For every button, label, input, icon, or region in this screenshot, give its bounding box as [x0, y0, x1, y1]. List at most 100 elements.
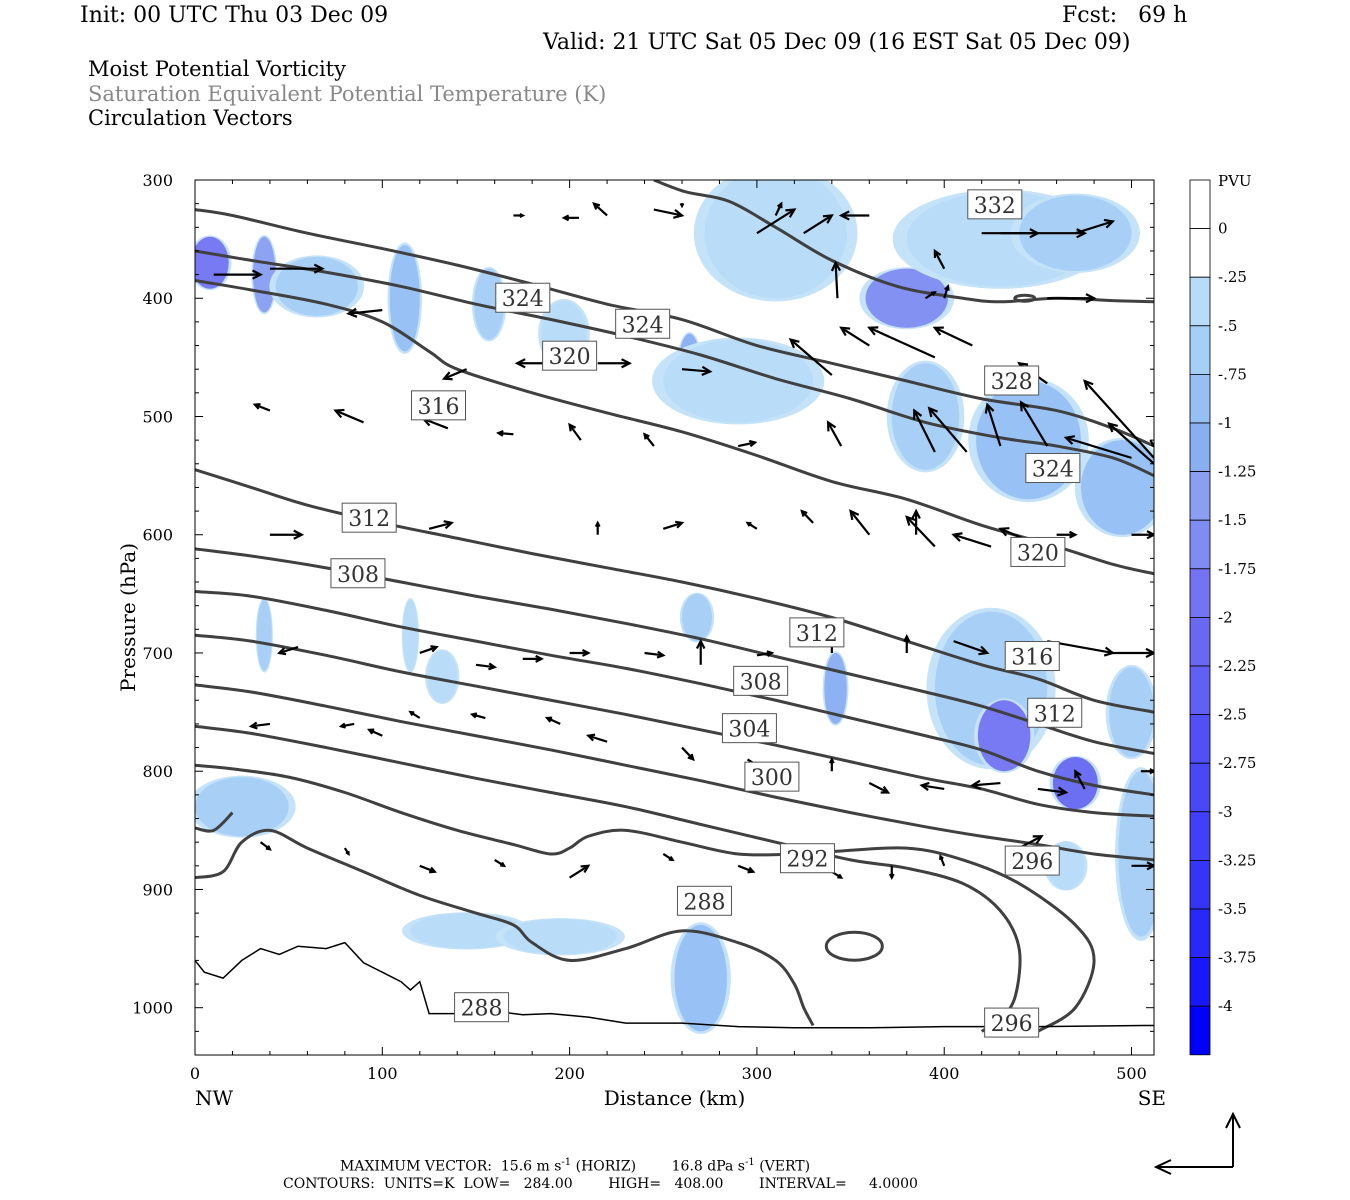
vector-arrowhead	[695, 638, 706, 650]
theta-contour-288b	[195, 811, 234, 833]
colorbar-cell	[1189, 471, 1211, 521]
colorbar-cell	[1189, 1005, 1211, 1056]
circulation-vector	[801, 510, 814, 524]
circulation-vector	[756, 651, 773, 657]
ref-vector-horizontal-head	[1153, 1159, 1172, 1175]
vector-arrowhead	[788, 338, 800, 349]
vector-arrowhead	[776, 201, 783, 209]
colorbar-level-label: -2.75	[1218, 754, 1256, 772]
theta-contour-316	[195, 468, 1154, 714]
colorbar-level-label: -1.75	[1218, 560, 1256, 578]
contour-label-box	[721, 713, 777, 744]
y-tick-label: 400	[142, 289, 173, 308]
colorbar-cell	[1189, 276, 1211, 327]
contour-label: 288	[683, 890, 725, 915]
vector-arrowhead	[984, 402, 995, 414]
theta-contour-308	[195, 589, 1154, 797]
theta-contour-300	[195, 683, 1154, 862]
circulation-vector	[569, 864, 589, 879]
vector-arrowhead	[656, 650, 666, 659]
contour-label-box	[984, 365, 1040, 396]
contour-label-box	[1010, 536, 1066, 567]
pv-shade-3	[389, 245, 420, 352]
circulation-vector	[868, 326, 936, 359]
vector-arrowhead	[880, 785, 891, 794]
contour-label-box	[789, 617, 845, 648]
vector-arrowhead	[1103, 218, 1116, 229]
vector-arrowhead	[679, 202, 685, 209]
colorbar-cell	[1189, 228, 1211, 278]
contour-label-box	[1025, 453, 1081, 484]
circulation-vector	[335, 409, 365, 424]
colorbar-level-label: -.75	[1218, 365, 1247, 383]
y-axis-label: Pressure (hPa)	[116, 543, 140, 692]
field-circulation: Circulation Vectors	[88, 106, 293, 130]
vector-arrowhead	[568, 422, 577, 432]
contour-label: 328	[991, 370, 1033, 395]
circulation-vector	[1108, 422, 1154, 465]
contour-label: 332	[974, 194, 1016, 219]
circulation-vector	[475, 663, 495, 669]
vector-arrowhead	[998, 527, 1010, 537]
x-axis-label: Distance (km)	[604, 1086, 746, 1110]
circulation-vector	[498, 431, 514, 436]
circulation-vector	[737, 441, 756, 448]
vector-arrowhead	[969, 779, 982, 790]
circulation-vector	[1020, 401, 1049, 447]
circulation-vector	[423, 417, 449, 430]
colorbar-cell	[1189, 373, 1211, 424]
vector-arrowhead	[978, 645, 990, 656]
vector-arrowhead	[1146, 861, 1154, 871]
colorbar-level-label: -2	[1218, 608, 1233, 626]
vector-arrowhead	[930, 291, 937, 297]
vector-arrowhead	[1019, 400, 1030, 412]
circulation-vector	[1074, 770, 1086, 790]
y-tick-label: 800	[142, 762, 173, 781]
vector-group	[213, 201, 1154, 881]
vector-arrowhead	[293, 529, 305, 540]
init-time: Init: 00 UTC Thu 03 Dec 09	[80, 3, 389, 28]
vector-arrowhead	[544, 716, 553, 723]
circulation-vector	[681, 746, 695, 761]
vector-arrowhead	[1149, 768, 1154, 775]
colorbar-cell	[1189, 665, 1211, 715]
contour-label-box	[779, 843, 835, 874]
vector-arrowhead	[837, 873, 844, 879]
vector-arrowhead	[673, 208, 685, 219]
colorbar-level-label: -3	[1218, 803, 1233, 821]
contour-label-box	[1004, 641, 1060, 672]
terrain-line	[195, 941, 1154, 1029]
colorbar-cell	[1189, 908, 1211, 958]
pv-shade-25	[195, 777, 289, 837]
y-tick-label: 500	[142, 407, 173, 426]
vector-arrowhead	[687, 753, 695, 762]
circulation-vector	[827, 421, 843, 447]
contour-label: 316	[1011, 646, 1053, 671]
vector-arrowhead	[828, 756, 835, 764]
y-tick-label: 700	[142, 644, 173, 663]
max-vector-note: MAXIMUM VECTOR: 15.6 m s-1 (HORIZ) 16.8 …	[340, 1157, 810, 1175]
vector-arrowhead	[826, 420, 837, 432]
pv-shade-7	[663, 339, 814, 423]
vector-arrowhead	[643, 432, 650, 440]
circulation-vector	[953, 640, 988, 655]
circulation-vector	[934, 326, 973, 347]
vector-arrowhead	[429, 866, 438, 874]
max-vector-suffix: (VERT)	[754, 1158, 811, 1175]
vector-arrowhead	[592, 202, 601, 210]
circulation-vector	[849, 510, 871, 536]
circulation-vector	[1075, 220, 1114, 235]
contour-label: 324	[502, 287, 544, 312]
vector-arrowhead	[338, 722, 346, 729]
max-vector-prefix: MAXIMUM VECTOR: 15.6 m s	[340, 1158, 562, 1175]
valid-time: Valid: 21 UTC Sat 05 Dec 09 (16 EST Sat …	[543, 30, 1131, 55]
vector-arrowhead	[800, 509, 808, 517]
x-tick-label: 500	[1116, 1064, 1147, 1083]
circulation-vector	[921, 784, 945, 791]
vector-arrowhead	[430, 645, 439, 653]
circulation-vector	[803, 214, 833, 235]
contour-info: CONTOURS: UNITS=K LOW= 284.00 HIGH= 408.…	[283, 1176, 918, 1192]
vector-arrowhead	[500, 861, 507, 868]
max-vector-exp-vert: -1	[745, 1157, 755, 1168]
